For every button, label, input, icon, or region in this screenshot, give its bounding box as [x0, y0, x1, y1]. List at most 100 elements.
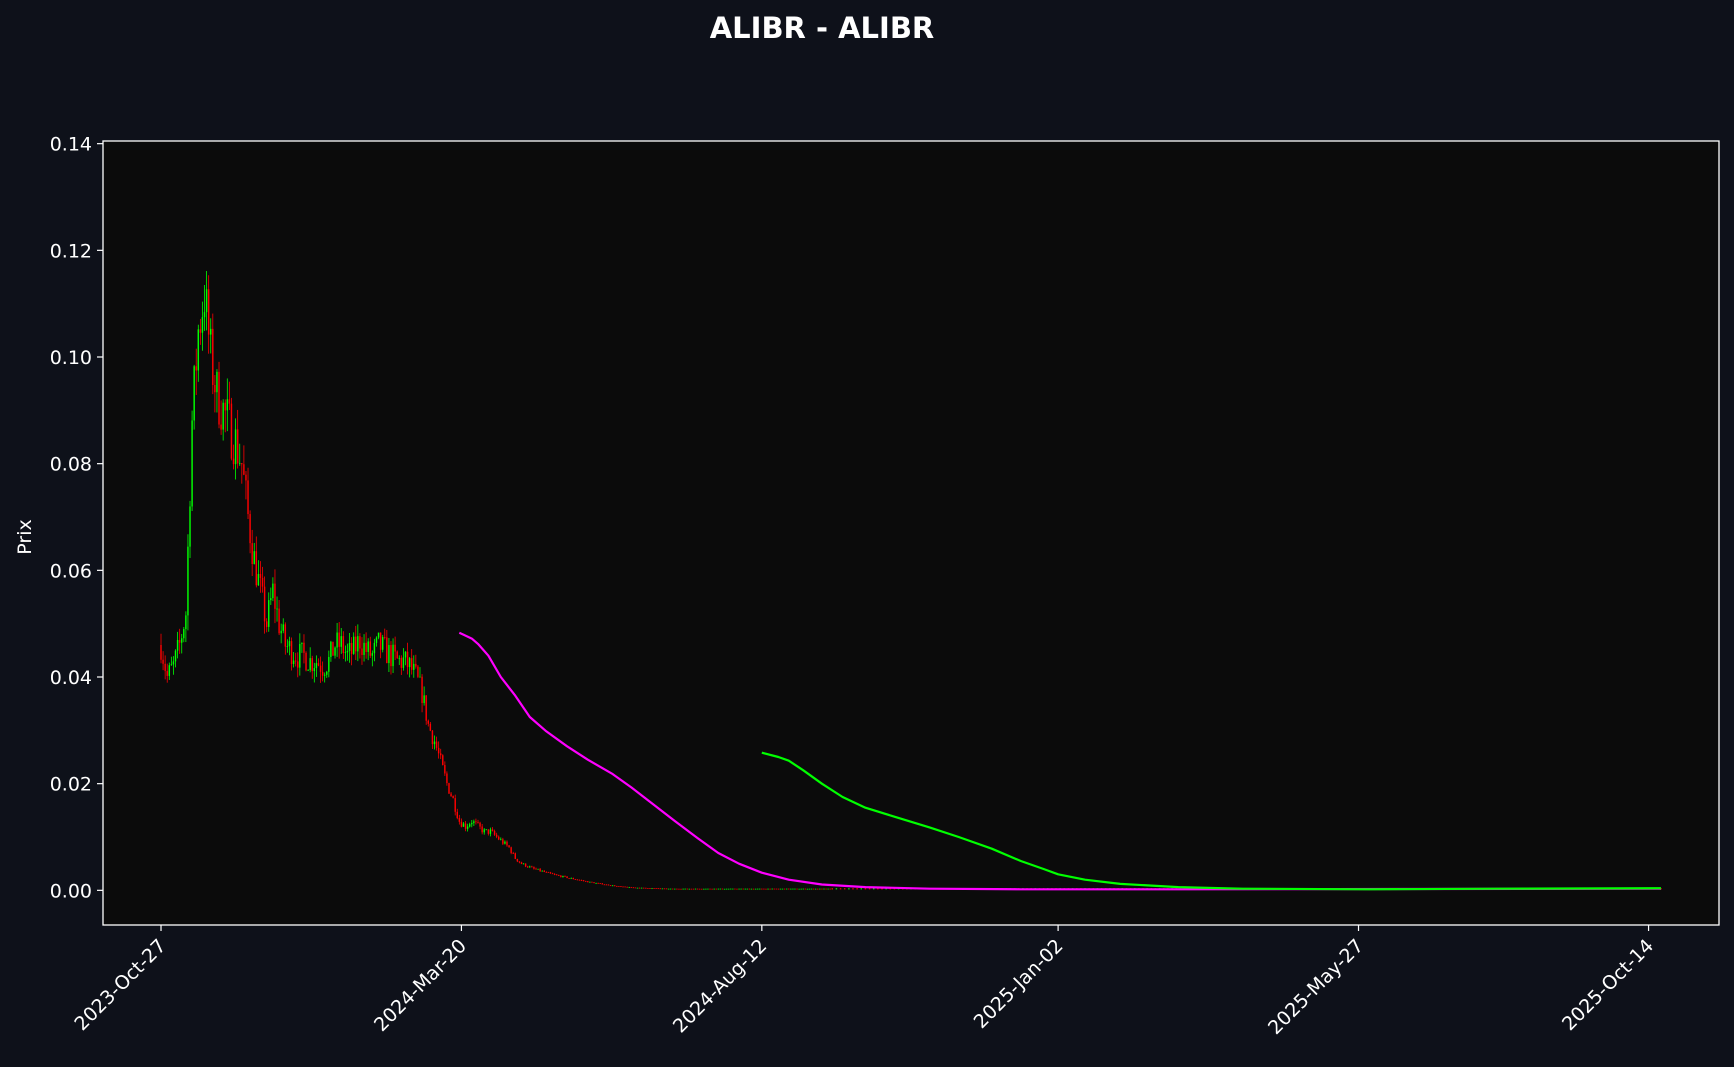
candle-body: [800, 888, 802, 890]
candle-body: [759, 888, 761, 890]
candle-body: [537, 868, 539, 870]
candle-body: [489, 829, 492, 834]
candle-body: [781, 888, 784, 890]
candle-body: [272, 583, 274, 599]
candle-body: [475, 821, 477, 823]
candle-body: [284, 624, 287, 647]
candle-body: [259, 574, 262, 578]
candle-body: [245, 474, 247, 481]
candle-body: [711, 888, 713, 890]
candle-body: [462, 823, 465, 827]
candle-body: [696, 888, 699, 890]
candle-body: [645, 887, 647, 889]
candle-body: [371, 653, 374, 656]
candle-body: [539, 868, 541, 872]
candle-body: [551, 873, 554, 875]
candle-body: [819, 888, 821, 890]
candle-body: [172, 661, 175, 665]
candle-body: [323, 674, 326, 676]
candle-body: [522, 863, 525, 865]
candle-body: [282, 624, 284, 631]
candle-body: [703, 888, 705, 890]
candle-body: [174, 650, 177, 662]
y-tick-label: 0.14: [50, 134, 92, 156]
candle-body: [717, 888, 720, 890]
candle-body: [769, 888, 771, 890]
candle-body: [620, 886, 622, 887]
candle-body: [350, 642, 353, 654]
candle-body: [216, 371, 218, 393]
candle-body: [404, 651, 407, 658]
candle-body: [796, 888, 798, 890]
candle-body: [533, 867, 535, 869]
candle-body: [251, 543, 253, 564]
candle-body: [748, 888, 751, 890]
candle-body: [555, 874, 558, 876]
candle-body: [439, 753, 442, 756]
candle-body: [794, 888, 796, 890]
candle-body: [346, 651, 349, 653]
candle-body: [531, 866, 533, 868]
candle-body: [491, 829, 494, 831]
candle-body: [649, 888, 651, 889]
candle-body: [417, 666, 419, 677]
candle-body: [315, 663, 318, 669]
candle-body: [821, 888, 823, 890]
candle-body: [164, 663, 166, 671]
candle-body: [224, 402, 226, 411]
candle-body: [526, 866, 529, 868]
candle-body: [543, 870, 546, 872]
candle-body: [524, 863, 527, 867]
candle-body: [767, 888, 769, 890]
candle-body: [384, 637, 386, 638]
candle-body: [516, 858, 519, 862]
candle-body: [195, 366, 197, 371]
candle-body: [338, 632, 340, 647]
candle-body: [839, 888, 842, 890]
candle-body: [624, 886, 626, 888]
candle-body: [587, 881, 589, 883]
candle-body: [860, 888, 863, 890]
candle-body: [506, 841, 508, 846]
candle-body: [330, 641, 332, 657]
candle-body: [626, 886, 628, 888]
candle-body: [812, 888, 815, 890]
candle-body: [508, 845, 510, 848]
candle-body: [659, 888, 662, 890]
candle-body: [336, 632, 338, 648]
candle-body: [431, 730, 434, 745]
candle-body: [547, 872, 550, 873]
candle-body: [701, 888, 703, 890]
candle-body: [413, 663, 415, 670]
candle-body: [408, 658, 411, 668]
candle-body: [363, 642, 365, 655]
candle-body: [386, 637, 388, 664]
candle-body: [205, 289, 208, 313]
candle-body: [199, 329, 202, 333]
candle-body: [698, 888, 701, 890]
candle-body: [734, 888, 736, 890]
y-tick-label: 0.06: [50, 560, 92, 582]
candle-body: [377, 632, 380, 638]
candle-body: [553, 873, 556, 875]
candle-body: [680, 888, 682, 890]
candle-body: [777, 888, 780, 890]
candle-body: [877, 888, 879, 890]
y-tick-label: 0.04: [50, 667, 92, 689]
candle-body: [183, 629, 185, 639]
candle-body: [276, 608, 278, 610]
candle-body: [744, 888, 746, 890]
candle-body: [765, 888, 767, 890]
candle-body: [162, 659, 164, 664]
candle-body: [400, 657, 403, 668]
candle-body: [690, 888, 693, 890]
candle-body: [585, 880, 587, 882]
candle-body: [545, 871, 548, 873]
candle-body: [630, 887, 633, 888]
moving-average-lines: [458, 631, 1662, 891]
candle-body: [827, 888, 829, 890]
candle-body: [622, 886, 624, 888]
candle-body: [655, 888, 657, 890]
candle-body: [166, 670, 168, 676]
